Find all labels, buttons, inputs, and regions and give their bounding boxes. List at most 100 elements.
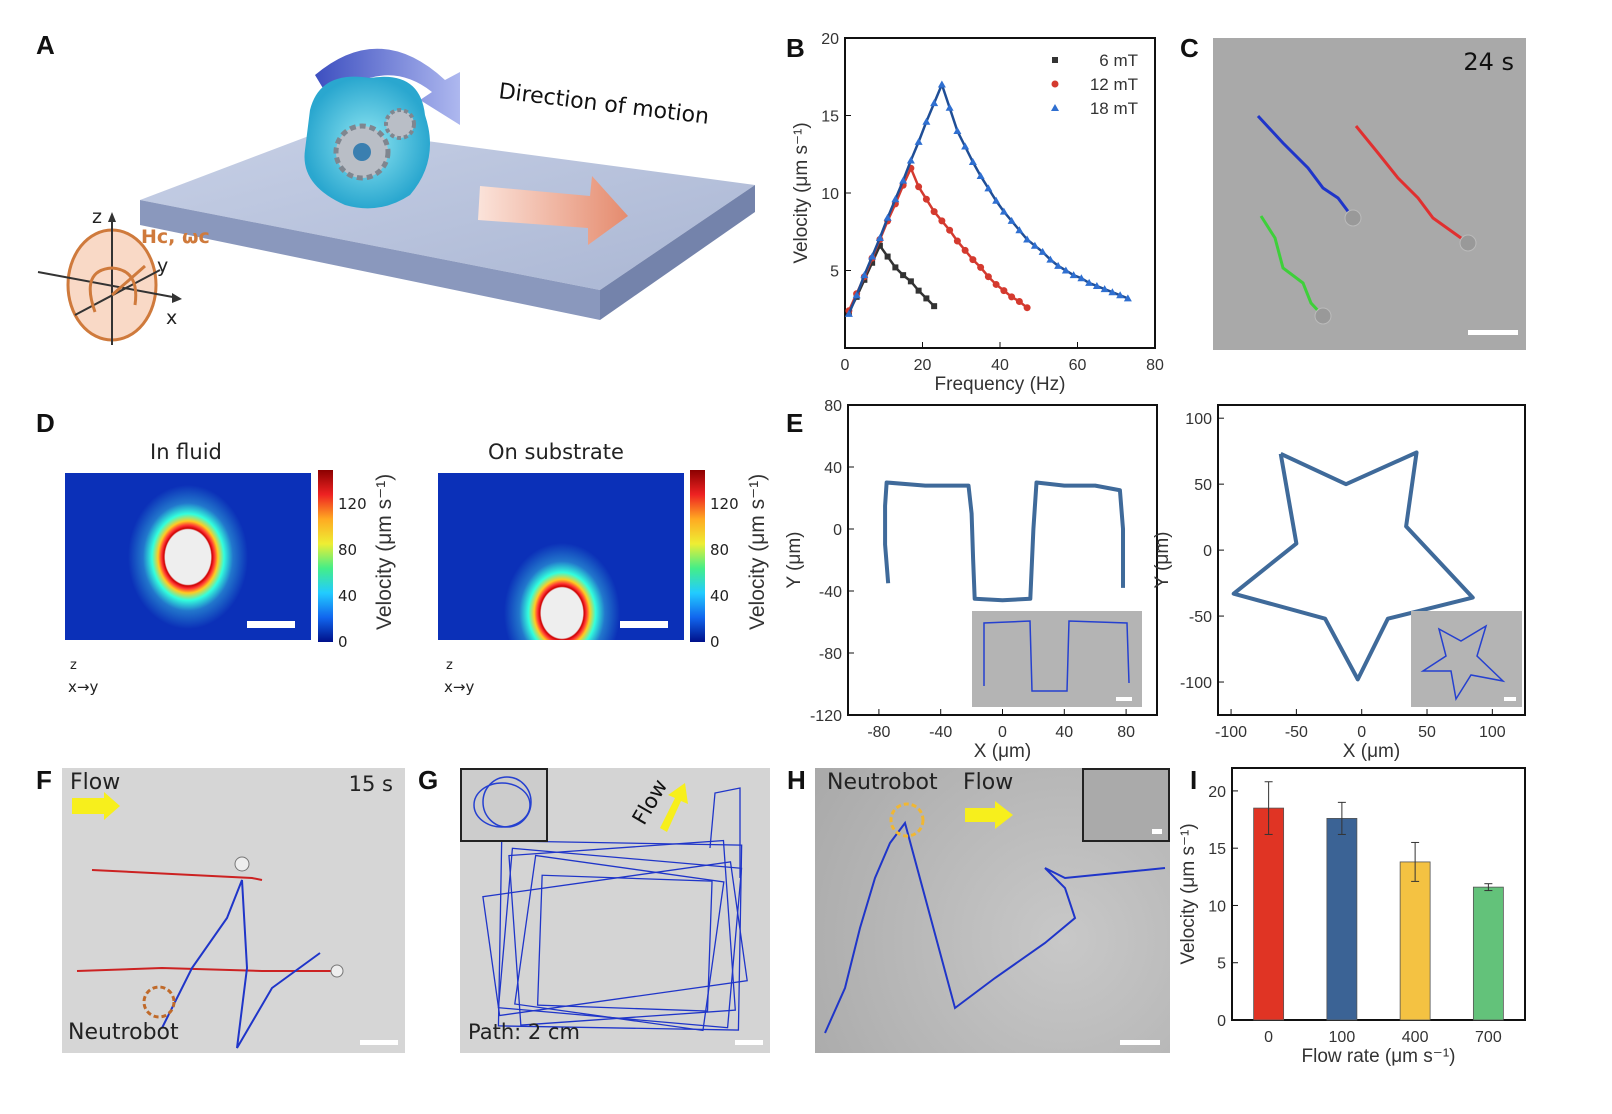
data-point <box>1069 271 1078 279</box>
orientation-x: x <box>444 678 453 696</box>
trajectory-line <box>883 480 1126 603</box>
trajectory-tracks <box>1256 114 1518 335</box>
panel-label-i: I <box>1190 765 1198 795</box>
panel-label-b: B <box>786 33 805 63</box>
data-point <box>930 208 938 216</box>
data-point <box>953 127 962 134</box>
colorbar-tick: 120 <box>710 495 739 513</box>
y-tick-label: 50 <box>1194 477 1212 494</box>
neutrobot-marker <box>889 802 925 838</box>
y-tick-label: 0 <box>1217 1013 1226 1030</box>
scale-bar <box>735 1040 763 1045</box>
orientation-xy: x→y <box>68 678 99 696</box>
data-point <box>869 259 876 266</box>
panel-f-micrograph: Flow 15 s Neutrobot <box>62 768 405 1053</box>
orientation-y: y <box>465 678 475 696</box>
y-tick-label: 10 <box>821 186 839 203</box>
data-point <box>914 137 923 145</box>
data-point <box>922 195 930 203</box>
data-point <box>1023 235 1032 243</box>
y-tick-label: -120 <box>810 708 842 725</box>
substrate-slab <box>140 128 755 320</box>
data-point <box>1116 291 1125 299</box>
data-point <box>891 195 900 203</box>
data-point <box>883 213 892 221</box>
x-axis-label: x <box>166 307 178 329</box>
data-point <box>907 278 914 285</box>
trajectory-tracks <box>482 783 763 1045</box>
data-point <box>1108 288 1117 296</box>
data-point <box>892 264 899 271</box>
data-point <box>844 309 853 317</box>
x-tick-label: 80 <box>1117 724 1135 741</box>
data-point <box>915 183 923 191</box>
direction-arrow <box>478 176 628 245</box>
plot-frame <box>1231 767 1526 1021</box>
colorbar-tick: 40 <box>710 587 730 605</box>
x-tick-label: 100 <box>1329 1029 1356 1046</box>
y-tick-label: 5 <box>830 264 839 281</box>
data-point <box>1123 294 1132 302</box>
on-substrate-title: On substrate <box>488 440 624 464</box>
y-tick-label: -100 <box>1180 675 1212 692</box>
x-tick-label: 20 <box>914 357 932 374</box>
flow-arrow <box>965 801 1013 829</box>
x-tick-label: -80 <box>867 724 890 741</box>
plot-frame <box>1217 404 1526 716</box>
data-point <box>923 295 930 302</box>
scale-bar <box>247 621 295 628</box>
x-tick-label: 40 <box>991 357 1009 374</box>
data-point <box>860 271 869 279</box>
scale-bar <box>620 621 668 628</box>
data-point <box>1030 241 1039 249</box>
panel-a-illustration <box>37 48 755 345</box>
data-point <box>992 280 1000 288</box>
bar <box>1253 807 1285 1021</box>
time-stamp: 24 s <box>1463 48 1514 76</box>
data-point <box>1023 304 1031 312</box>
data-point <box>915 287 922 294</box>
neutrobot-label: Neutrobot <box>827 770 938 795</box>
data-point <box>906 156 915 164</box>
data-point <box>1046 255 1055 263</box>
data-point <box>900 272 907 279</box>
colorbar-tick: 120 <box>338 495 367 513</box>
data-point <box>1100 285 1109 293</box>
flow-label: Flow <box>70 770 121 795</box>
panel-label-f: F <box>36 765 52 795</box>
orientation-z: z <box>446 658 453 673</box>
x-axis-label: Frequency (Hz) <box>935 374 1066 395</box>
colorbar-tick: 80 <box>338 541 358 559</box>
panel-label-e: E <box>786 408 804 438</box>
x-tick-label: 50 <box>1418 724 1436 741</box>
data-point <box>875 233 884 241</box>
data-point <box>1092 282 1101 289</box>
x-tick-label: -100 <box>1215 724 1247 741</box>
y-tick-label: 20 <box>821 31 839 48</box>
data-point <box>984 184 993 192</box>
data-point <box>999 207 1008 215</box>
data-point <box>961 142 970 150</box>
data-point <box>1008 293 1016 301</box>
x-tick-label: 400 <box>1402 1029 1429 1046</box>
scale-bar <box>1120 1040 1160 1045</box>
panel-h-micrograph: Neutrobot Flow <box>815 768 1170 1053</box>
in-fluid-title: In fluid <box>150 440 222 464</box>
x-tick-label: 0 <box>1357 724 1366 741</box>
y-tick-label: 0 <box>833 522 842 539</box>
orientation-xy: x→y <box>444 678 475 696</box>
x-tick-label: -50 <box>1285 724 1308 741</box>
bar <box>1472 886 1504 1021</box>
panel-label-g: G <box>418 765 439 795</box>
y-tick-label: -40 <box>819 584 842 601</box>
x-tick-label: 0 <box>841 357 850 374</box>
data-point <box>977 263 985 271</box>
panel-label-a: A <box>36 30 55 60</box>
y-tick-label: 10 <box>1208 898 1226 915</box>
data-point <box>1077 274 1086 282</box>
data-point <box>931 303 938 310</box>
data-point <box>1015 298 1023 305</box>
y-tick-label: 15 <box>1208 841 1226 858</box>
